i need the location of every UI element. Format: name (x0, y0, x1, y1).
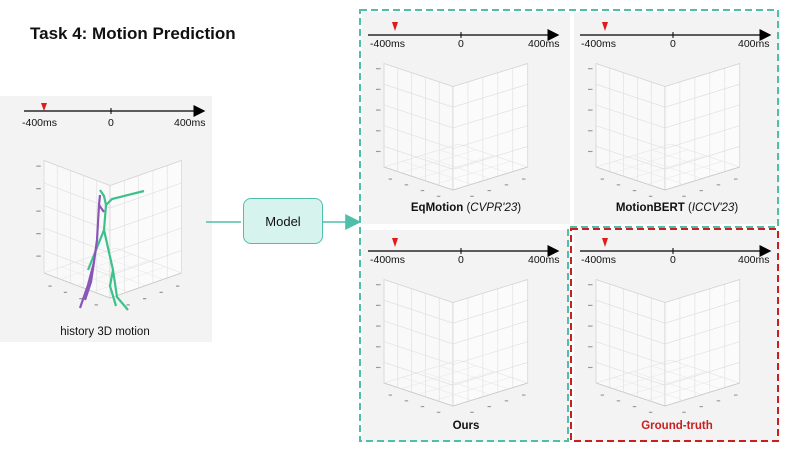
eqmotion-venue: CVPR'23 (470, 202, 518, 214)
ours-time-end: 400ms (528, 254, 560, 266)
ours-axes (375, 278, 529, 414)
eqmotion-caption: EqMotion (CVPR'23) (410, 202, 522, 214)
ours-name: Ours (452, 420, 480, 432)
history-pose (78, 189, 145, 311)
time-marker-icon (392, 22, 398, 31)
ours-timeline (368, 238, 560, 257)
ours-caption: Ours (372, 420, 560, 432)
ground-truth-timeline (580, 238, 772, 257)
eqmotion-name: EqMotion (410, 202, 464, 214)
history-time-end: 400ms (174, 117, 206, 129)
ours-time-start: -400ms (370, 254, 406, 266)
history-axes (35, 159, 183, 307)
motionbert-axes (587, 62, 741, 198)
history-time-zero: 0 (108, 117, 114, 129)
motionbert-time-start: -400ms (581, 38, 617, 50)
eqmotion-time-zero: 0 (458, 38, 464, 50)
history-time-start: -400ms (22, 117, 58, 129)
eqmotion-axes (375, 62, 529, 198)
page-title: Task 4: Motion Prediction (30, 24, 236, 43)
eqmotion-time-start: -400ms (370, 38, 406, 50)
model-box: Model (243, 198, 323, 244)
ground-truth-caption: Ground-truth (582, 420, 772, 432)
ground-truth-time-zero: 0 (670, 254, 676, 266)
history-caption: history 3D motion (60, 326, 150, 338)
ground-truth-time-start: -400ms (581, 254, 617, 266)
motionbert-name: MotionBERT (615, 202, 685, 214)
ours-time-zero: 0 (458, 254, 464, 266)
time-marker-icon (602, 22, 608, 31)
ground-truth-axes (587, 278, 741, 414)
time-marker-icon (41, 103, 47, 111)
motionbert-caption: MotionBERT (ICCV'23) (615, 202, 739, 214)
model-label: Model (265, 213, 301, 229)
motionbert-timeline (580, 22, 772, 41)
motionbert-time-end: 400ms (738, 38, 770, 50)
eqmotion-timeline (368, 22, 560, 41)
predictions-frame (359, 9, 779, 442)
history-timeline (24, 103, 206, 117)
ground-truth-frame (570, 228, 779, 442)
time-marker-icon (392, 238, 398, 247)
ground-truth-name: Ground-truth (641, 420, 713, 432)
motionbert-venue: ICCV'23 (691, 202, 735, 214)
motionbert-time-zero: 0 (670, 38, 676, 50)
eqmotion-time-end: 400ms (528, 38, 560, 50)
time-marker-icon (602, 238, 608, 247)
ground-truth-time-end: 400ms (738, 254, 770, 266)
